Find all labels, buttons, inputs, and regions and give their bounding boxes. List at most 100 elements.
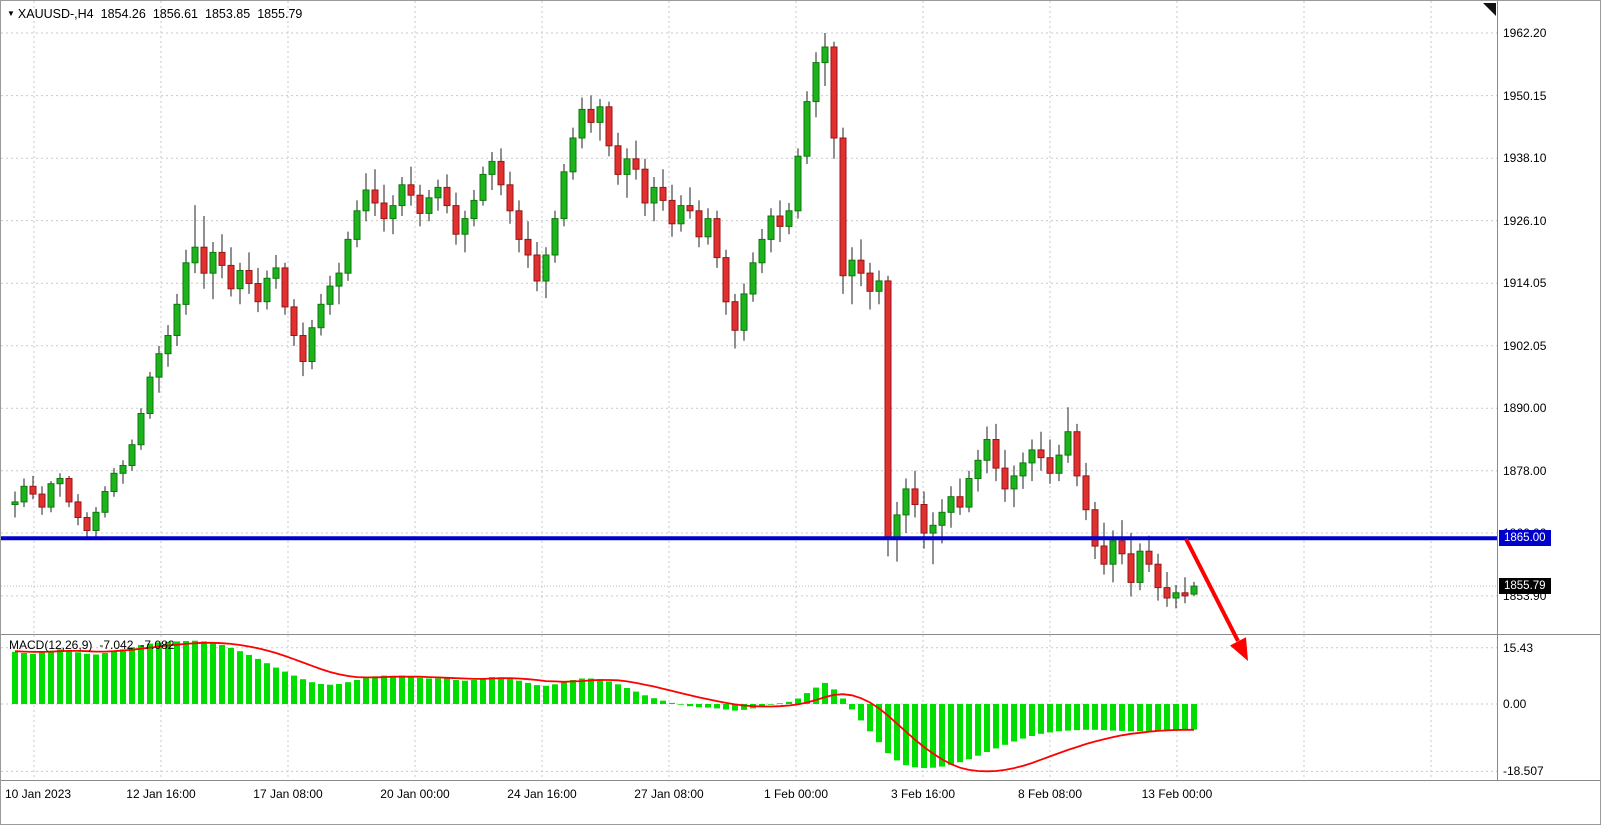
axis-divider — [1, 780, 1600, 781]
candle — [290, 299, 298, 346]
candle — [380, 184, 388, 232]
candle — [272, 255, 280, 289]
candle — [1073, 423, 1081, 487]
candle — [335, 262, 343, 305]
candle — [407, 166, 415, 206]
candle — [47, 481, 55, 513]
candle — [1100, 522, 1108, 575]
candle — [785, 203, 793, 235]
candle — [353, 200, 361, 248]
candle — [812, 52, 820, 118]
candle — [947, 486, 955, 528]
price-axis-label: 1914.05 — [1503, 276, 1547, 291]
candle — [956, 478, 964, 515]
candle — [200, 216, 208, 289]
scroll-end-marker-icon — [1483, 3, 1496, 16]
candle — [110, 468, 118, 497]
price-axis-label: 1938.10 — [1503, 151, 1547, 166]
candle — [83, 512, 91, 540]
candle — [605, 101, 613, 157]
macd-histogram — [12, 640, 1197, 769]
candle — [623, 148, 631, 198]
candle — [299, 322, 307, 377]
candle — [137, 408, 145, 450]
candle — [632, 140, 640, 180]
readout-open: 1854.26 — [100, 7, 146, 21]
candle — [245, 252, 253, 294]
time-axis-label: 27 Jan 08:00 — [634, 787, 704, 801]
macd-name: MACD(12,26,9) — [9, 638, 93, 652]
indicator-axis-label: 0.00 — [1503, 697, 1527, 711]
candle — [146, 371, 154, 419]
candle — [992, 423, 1000, 482]
candle — [182, 249, 190, 315]
panel-divider[interactable] — [1, 634, 1600, 635]
candle — [74, 494, 82, 526]
price-axis-label: 1878.00 — [1503, 463, 1547, 478]
price-axis-divider[interactable] — [1497, 1, 1498, 780]
candle — [452, 192, 460, 245]
indicator-axis-label: 15.43 — [1503, 640, 1534, 655]
candle — [677, 195, 685, 232]
candle — [1136, 543, 1144, 591]
candle — [479, 166, 487, 206]
candle — [1190, 581, 1198, 597]
candle — [938, 499, 946, 544]
macd-indicator-label: MACD(12,26,9) -7.042 -7.082 — [9, 638, 174, 652]
candle — [596, 99, 604, 141]
chart-title: ▼ XAUUSD-,H4 1854.26 1856.61 1853.85 1855.79 — [7, 7, 302, 21]
macd-chart[interactable] — [1, 635, 1497, 780]
candle — [1181, 577, 1189, 604]
candle — [821, 33, 829, 86]
indicator-axis[interactable]: 15.43 0.00 -18.507 — [1498, 635, 1600, 780]
candle — [911, 470, 919, 518]
candle — [281, 262, 289, 315]
candle — [470, 190, 478, 227]
candle — [551, 210, 559, 263]
candle — [776, 200, 784, 242]
candle — [11, 491, 19, 518]
time-axis-label: 3 Feb 16:00 — [890, 787, 956, 801]
candle — [1118, 520, 1126, 565]
candle — [101, 486, 109, 518]
time-axis[interactable]: 10 Jan 2023 12 Jan 16:00 17 Jan 08:00 20 Ja… — [1, 781, 1600, 824]
candle — [1064, 407, 1072, 463]
candle — [1172, 585, 1180, 609]
candle — [1091, 501, 1099, 559]
candle — [488, 152, 496, 190]
candle — [686, 187, 694, 219]
candle — [659, 169, 667, 211]
candle — [308, 319, 316, 370]
price-axis[interactable]: 1962.20 1950.15 1938.10 1926.10 1914.05 1902.… — [1498, 1, 1600, 634]
candle — [92, 507, 100, 539]
candle — [326, 275, 334, 315]
candle — [758, 229, 766, 274]
candle — [173, 293, 181, 346]
candle — [425, 190, 433, 222]
time-axis-label: 20 Jan 00:00 — [380, 787, 450, 801]
candle — [1145, 535, 1153, 572]
time-axis-label: 24 Jan 16:00 — [507, 787, 577, 801]
candles — [11, 33, 1198, 609]
candle — [965, 470, 973, 513]
candle — [731, 293, 739, 349]
price-axis-label: 1950.15 — [1503, 88, 1547, 103]
candle — [254, 267, 262, 313]
readout-high: 1856.61 — [152, 7, 199, 21]
price-axis-label: 1926.10 — [1503, 213, 1547, 228]
symbol-period-label: XAUUSD-,H4 — [17, 7, 94, 21]
candle — [569, 127, 577, 180]
candle — [794, 148, 802, 219]
time-axis-label: 1 Feb 00:00 — [763, 787, 829, 801]
candlestick-chart[interactable] — [1, 1, 1497, 634]
candle — [1127, 533, 1135, 597]
candle — [416, 184, 424, 227]
candle — [839, 127, 847, 294]
candle — [848, 247, 856, 305]
macd-signal-line — [14, 641, 1194, 773]
candle — [983, 426, 991, 474]
price-level-badge: 1865.00 — [1499, 530, 1551, 547]
macd-value-main: -7.042 — [99, 638, 134, 652]
candle — [749, 252, 757, 302]
